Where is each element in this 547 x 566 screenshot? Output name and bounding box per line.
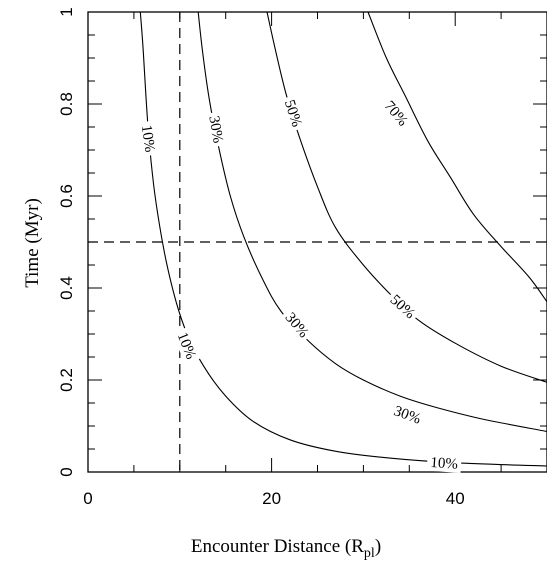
contour-label: 70% — [378, 94, 415, 133]
contour-line-30pct — [197, 11, 547, 433]
contour-label-knockout — [137, 120, 160, 157]
contour-label-text: 30% — [205, 115, 226, 145]
contour-label: 30% — [204, 110, 229, 148]
x-tick-label: 20 — [262, 489, 281, 508]
contour-label: 50% — [279, 94, 308, 133]
contour-label-knockout — [426, 452, 462, 473]
contour-label-text: 10% — [174, 330, 199, 361]
y-tick-label: 0 — [57, 467, 76, 476]
x-tick-label: 0 — [83, 489, 92, 508]
x-axis-title: Encounter Distance (Rpl) — [191, 536, 381, 561]
x-axis-title-close: ) — [375, 536, 381, 557]
contour-label: 30% — [388, 400, 427, 429]
tick-labels: 0 20 40 0 0.2 0.4 0.6 0.8 1 — [57, 7, 465, 508]
contour-line-50pct — [266, 11, 547, 383]
axis-ticks — [87, 11, 547, 473]
contour-label-knockout — [378, 94, 415, 133]
y-axis-title: Time (Myr) — [22, 198, 43, 288]
contour-label-knockout — [388, 400, 427, 429]
contour-label: 30% — [279, 305, 316, 344]
contour-label: 10% — [137, 120, 160, 157]
contour-label-text: 10% — [430, 455, 459, 473]
contour-line-70pct — [367, 11, 547, 303]
y-tick-label: 0.8 — [57, 92, 76, 116]
contour-label-text: 30% — [392, 403, 423, 427]
contour-lines — [139, 11, 547, 467]
y-tick-label: 0.2 — [57, 368, 76, 392]
y-tick-label: 0.4 — [57, 276, 76, 300]
contour-label-text: 50% — [281, 98, 305, 129]
contour-labels: 10%10%10%30%30%30%50%50%70% — [137, 94, 462, 473]
y-tick-label: 0.6 — [57, 184, 76, 208]
y-tick-label: 1 — [57, 7, 76, 16]
contour-label-text: 10% — [138, 124, 158, 153]
contour-label-knockout — [384, 288, 422, 325]
x-tick-label: 40 — [446, 489, 465, 508]
contour-label-knockout — [172, 326, 202, 365]
contour-label: 10% — [426, 452, 462, 473]
contour-label-knockout — [204, 110, 229, 148]
x-axis-title-main: Encounter Distance (R — [191, 536, 364, 557]
contour-label-knockout — [279, 305, 316, 344]
x-axis-title-subscript: pl — [364, 546, 375, 561]
contour-label-knockout — [279, 94, 308, 133]
reference-lines — [88, 12, 547, 472]
contour-label: 10% — [172, 326, 202, 365]
